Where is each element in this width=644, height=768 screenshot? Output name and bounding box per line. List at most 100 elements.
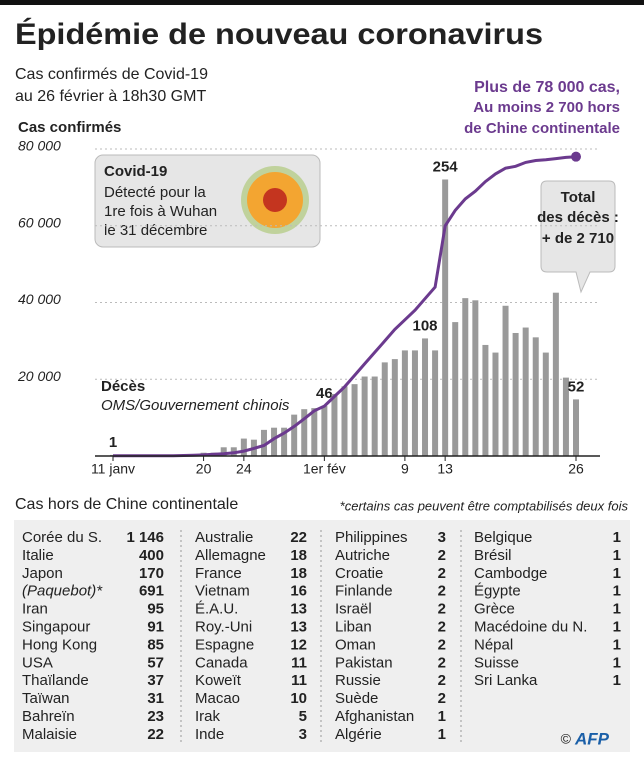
- cases: 170: [139, 565, 164, 582]
- country: Malaisie: [22, 726, 77, 743]
- country: Irak: [195, 708, 221, 725]
- bar: [341, 386, 348, 456]
- cases: 13: [290, 601, 307, 618]
- cases: 2: [438, 654, 446, 671]
- data-label: 1: [109, 434, 117, 451]
- country: Italie: [22, 547, 54, 564]
- country: Suisse: [474, 654, 519, 671]
- y-tick-label: 60 000: [18, 214, 61, 230]
- y-tick-label: 80 000: [18, 138, 61, 154]
- bar: [472, 300, 479, 456]
- credit: ©: [561, 731, 572, 747]
- country: USA: [22, 654, 53, 671]
- country: Égypte: [474, 583, 521, 600]
- bar: [411, 350, 418, 456]
- country: Iran: [22, 601, 48, 618]
- line-end: [571, 151, 581, 162]
- country: Népal: [474, 636, 513, 653]
- cases: 2: [438, 601, 446, 618]
- country: France: [195, 565, 242, 582]
- title: Épidémie de nouveau coronavirus: [15, 17, 543, 51]
- cases: 1: [613, 618, 621, 635]
- cases: 18: [290, 565, 307, 582]
- annotation: des décès :: [537, 209, 619, 226]
- bar: [331, 393, 338, 456]
- x-tick-label: 9: [401, 461, 409, 477]
- bar: [573, 399, 579, 456]
- cases: 2: [438, 583, 446, 600]
- annotation: + de 2 710: [542, 230, 614, 247]
- bar: [562, 377, 569, 456]
- bar: [532, 337, 539, 456]
- annotation: Au moins 2 700 hors: [473, 99, 620, 116]
- bar: [271, 427, 278, 456]
- country: Taïwan: [22, 690, 70, 707]
- country: Bahreïn: [22, 708, 75, 725]
- cases: 1: [438, 726, 446, 743]
- data-label: 108: [413, 317, 438, 334]
- annotation: le 31 décembre: [104, 222, 207, 239]
- country: Vietnam: [195, 583, 250, 600]
- bar: [260, 429, 267, 456]
- cases: 3: [438, 529, 446, 546]
- cases: 2: [438, 547, 446, 564]
- country: Corée du S.: [22, 529, 102, 546]
- country: Finlande: [335, 583, 393, 600]
- country: Inde: [195, 726, 224, 743]
- total-box: [540, 180, 616, 294]
- bar: [301, 409, 308, 456]
- country: Japon: [22, 565, 63, 582]
- country: É.A.U.: [195, 601, 238, 618]
- country: Israël: [335, 601, 372, 618]
- country: Pakistan: [335, 654, 393, 671]
- cases: 1: [613, 601, 621, 618]
- cases: 1: [613, 565, 621, 582]
- country: Autriche: [335, 547, 390, 564]
- bar: [542, 352, 549, 456]
- table-title: Cas hors de Chine continentale: [15, 496, 238, 513]
- cases: 1: [613, 672, 621, 689]
- cases: 23: [147, 708, 164, 725]
- cases: 1: [613, 529, 621, 546]
- cases: 13: [290, 618, 307, 635]
- country: Espagne: [195, 636, 254, 653]
- cases: 85: [147, 636, 164, 653]
- cases: 691: [139, 583, 164, 600]
- data-label: 254: [433, 158, 459, 175]
- country: Liban: [335, 618, 372, 635]
- annotation: OMS/Gouvernement chinois: [101, 397, 290, 414]
- cases: 400: [139, 547, 164, 564]
- credit-logo: AFP: [574, 729, 610, 748]
- virus-icon: [263, 188, 287, 212]
- country: Roy.-Uni: [195, 618, 252, 635]
- bar: [311, 408, 318, 456]
- bar: [401, 350, 408, 456]
- x-tick-label: 20: [196, 461, 212, 477]
- country: Cambodge: [474, 565, 547, 582]
- country: Algérie: [335, 726, 382, 743]
- bar: [462, 298, 469, 456]
- country: Belgique: [474, 529, 532, 546]
- cases: 1: [613, 547, 621, 564]
- country: Brésil: [474, 547, 512, 564]
- bar: [512, 332, 519, 456]
- data-label: 46: [316, 385, 333, 402]
- table-note: *certains cas peuvent être comptabilisés…: [340, 498, 629, 513]
- subtitle: Cas confirmés de Covid-19: [15, 66, 208, 83]
- bar: [422, 338, 429, 456]
- cases: 10: [290, 690, 307, 707]
- subtitle: au 26 février à 18h30 GMT: [15, 88, 206, 105]
- cases: 1: [613, 654, 621, 671]
- data-label: 52: [568, 378, 585, 395]
- country: Koweït: [195, 672, 242, 689]
- bar: [381, 362, 388, 456]
- cases: 11: [291, 672, 307, 689]
- cases: 95: [147, 601, 164, 618]
- country: Thaïlande: [22, 672, 89, 689]
- annotation: de Chine continentale: [464, 120, 620, 137]
- cases: 12: [290, 636, 307, 653]
- annotation: Covid-19: [104, 163, 167, 180]
- cases: 18: [290, 547, 307, 564]
- bar: [522, 327, 529, 456]
